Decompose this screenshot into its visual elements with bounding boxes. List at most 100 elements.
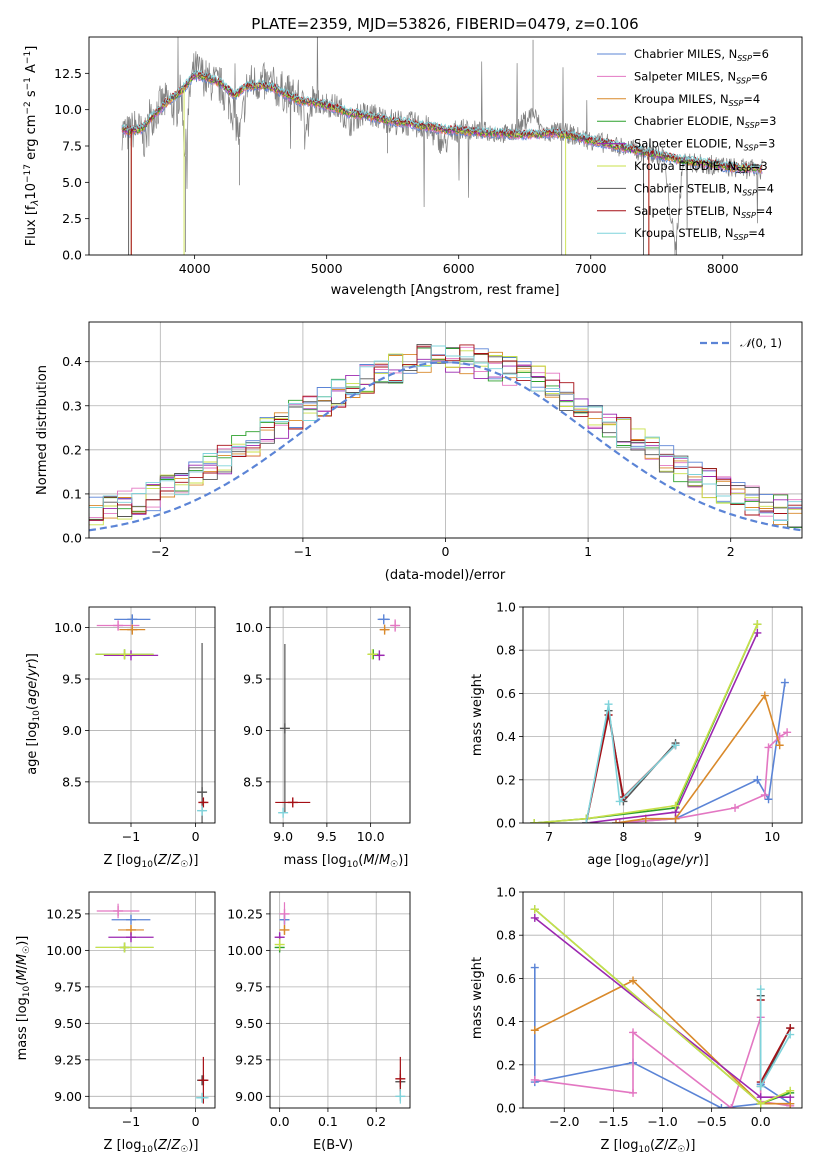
series-marker-salpeter_miles — [615, 819, 624, 823]
histogram-chabrier_miles — [89, 348, 802, 521]
y-tick-label: 10.00 — [46, 943, 82, 958]
plot-area — [121, 37, 763, 255]
y-tick-label: 1.0 — [496, 600, 516, 615]
x-tick-label: 7 — [545, 829, 553, 844]
y-tick-label: 10.0 — [235, 620, 263, 635]
y-tick-label: 9.00 — [235, 1089, 263, 1104]
histogram-chabrier_stelib — [89, 343, 802, 528]
histogram-salpeter_elodie — [89, 358, 802, 521]
series-marker-salpeter_elodie — [530, 913, 539, 922]
y-tick-label: 9.75 — [235, 979, 263, 994]
y-tick-label: 0.1 — [62, 486, 82, 501]
series-line-salpeter_stelib — [585, 714, 677, 823]
x-tick-label: −1 — [294, 544, 312, 559]
y-tick-label: 0.0 — [496, 1101, 516, 1116]
series-marker-salpeter_miles — [760, 790, 769, 799]
x-tick-label: 9 — [694, 829, 702, 844]
series-marker-salpeter_miles — [731, 803, 740, 812]
x-tick-label: 10.0 — [357, 829, 385, 844]
y-tick-label: 9.00 — [54, 1089, 82, 1104]
x-tick-label: −1.0 — [647, 1114, 677, 1129]
x-tick-label: 5000 — [311, 261, 343, 276]
y-tick-label: 12.5 — [54, 66, 82, 81]
y-tick-label: 0.6 — [496, 686, 516, 701]
series-marker-salpeter_elodie — [753, 628, 762, 637]
plot-area — [89, 343, 802, 532]
y-tick-label: 9.0 — [243, 723, 263, 738]
y-tick-label: 9.0 — [62, 723, 82, 738]
y-tick-label: 0.4 — [496, 1014, 516, 1029]
spectrum-axes: wavelength [Angstrom, rest frame] Flux [… — [23, 36, 803, 298]
y-tick-label: 0.0 — [62, 531, 82, 546]
x-tick-label: 9.5 — [317, 829, 337, 844]
age-vs-mass-axes: mass [log10(M/M☉)] 9.0 9.5 10.0 8.5 9.0 9.5 10… — [235, 606, 411, 870]
x-tick-label: 6000 — [443, 261, 475, 276]
x-tick-label: −1.5 — [598, 1114, 628, 1129]
series-marker-kroupa_miles — [760, 691, 769, 700]
mwZ-ylabel: mass weight — [470, 957, 485, 1039]
x-tick-label: 0.0 — [270, 1114, 290, 1129]
y-tick-label: 10.0 — [54, 620, 82, 635]
legend-label-salpeter_miles: Salpeter MILES, NSSP=6 — [634, 69, 768, 85]
y-tick-label: 9.25 — [235, 1052, 263, 1067]
series-marker-kroupa_elodie — [530, 819, 539, 823]
y-tick-label: 8.5 — [62, 774, 82, 789]
series-marker-kroupa_elodie — [530, 905, 539, 914]
y-tick-label: 1.0 — [496, 885, 516, 900]
series-marker-salpeter_miles — [727, 1104, 736, 1108]
legend-label-kroupa_stelib: Kroupa STELIB, NSSP=4 — [634, 226, 765, 242]
series-marker-salpeter_miles — [764, 743, 773, 752]
axes-frame — [269, 891, 411, 1109]
series-marker-kroupa_elodie — [671, 801, 680, 810]
legend-label-salpeter_elodie: Salpeter ELODIE, NSSP=3 — [634, 137, 775, 153]
y-tick-label: 10.0 — [54, 102, 82, 117]
series-marker-kroupa_stelib — [671, 741, 680, 750]
series-marker-chabrier_miles — [530, 963, 539, 972]
series-marker-kroupa_elodie — [786, 1086, 795, 1095]
legend-label-kroupa_miles: Kroupa MILES, NSSP=4 — [634, 92, 760, 108]
y-tick-label: 10.25 — [46, 906, 82, 921]
x-tick-label: −1 — [122, 1114, 140, 1129]
plot-area — [274, 902, 406, 1104]
x-tick-label: −0.5 — [696, 1114, 726, 1129]
x-tick-label: 0 — [442, 544, 450, 559]
data-spectrum-line — [121, 37, 763, 255]
mass-weight-vs-age-axes: age [log10(age/yr)] mass weight 7 8 9 10 0.0… — [470, 600, 803, 870]
series-marker-kroupa_stelib — [786, 1030, 795, 1039]
series-marker-kroupa_stelib — [756, 985, 765, 994]
x-tick-label: −2 — [151, 544, 169, 559]
x-tick-label: 0.2 — [366, 1114, 386, 1129]
y-tick-label: 7.5 — [62, 139, 82, 154]
mwZ-xlabel: Z [log10(Z/Z☉)] — [601, 1138, 696, 1155]
series-marker-chabrier_miles — [717, 1104, 726, 1108]
massE-xlabel: E(B-V) — [313, 1138, 353, 1153]
spectrum-ylabel: Flux [fλ10−17 erg cm−2 s−1 A−1] — [23, 46, 41, 247]
x-tick-label: 2 — [727, 544, 735, 559]
x-tick-label: 8 — [619, 829, 627, 844]
series-marker-kroupa_stelib — [582, 819, 591, 823]
x-tick-label: 4000 — [179, 261, 211, 276]
massZ-xlabel: Z [log10(Z/Z☉)] — [104, 1138, 199, 1155]
x-tick-label: 7000 — [575, 261, 607, 276]
series-marker-kroupa_stelib — [615, 797, 624, 806]
y-tick-label: 9.75 — [54, 979, 82, 994]
series-marker-kroupa_miles — [530, 1026, 539, 1035]
histogram-salpeter_miles — [89, 346, 802, 527]
x-tick-label: 1 — [584, 544, 592, 559]
ageZ-ylabel: age [log10(age/yr)] — [25, 653, 42, 775]
y-tick-label: 0.6 — [496, 971, 516, 986]
series-marker-salpeter_miles — [629, 1028, 638, 1037]
series-line-chabrier_stelib — [585, 710, 677, 823]
residuals-ylabel: Normed distribution — [35, 365, 50, 495]
y-tick-label: 9.5 — [62, 672, 82, 687]
series-marker-kroupa_stelib — [756, 1082, 765, 1091]
axes-frame — [522, 606, 803, 824]
plot-area — [275, 614, 401, 818]
residuals-xlabel: (data-model)/error — [385, 568, 506, 583]
x-tick-label: 8000 — [707, 261, 739, 276]
series-marker-kroupa_miles — [612, 819, 620, 823]
x-tick-label: 9.0 — [273, 829, 293, 844]
plot-area — [95, 903, 209, 1104]
legend-label-kroupa_elodie: Kroupa ELODIE, NSSP=3 — [634, 159, 768, 175]
plot-area — [530, 620, 792, 823]
